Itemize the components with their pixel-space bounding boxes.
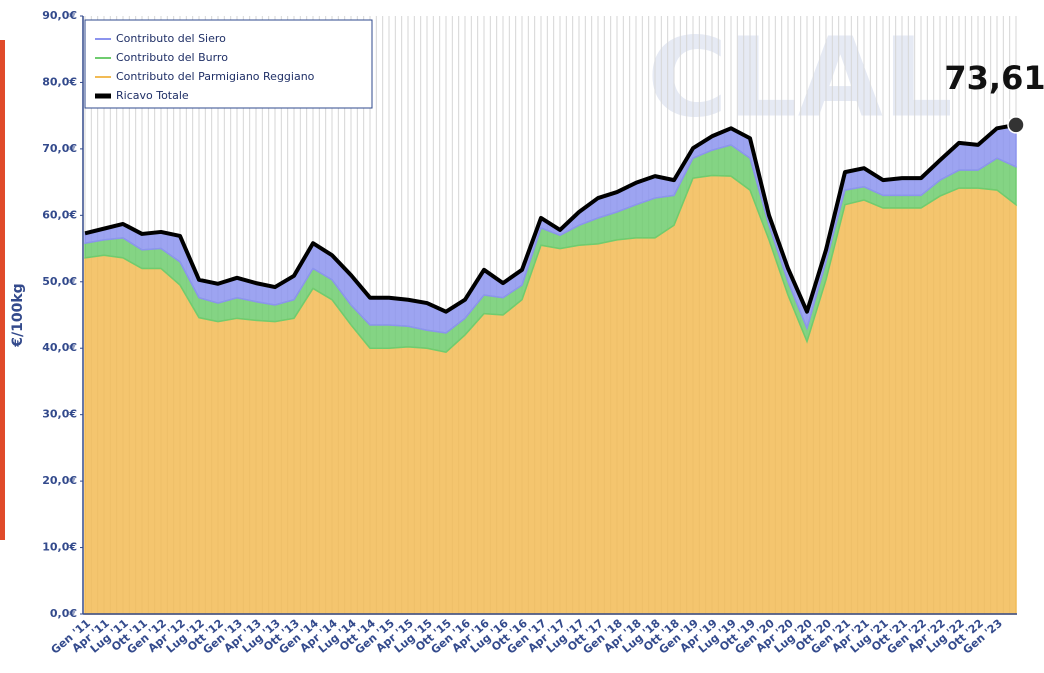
legend-label: Contributo del Parmigiano Reggiano — [116, 70, 315, 83]
y-tick-label: 80,0€ — [42, 75, 77, 88]
y-tick-label: 20,0€ — [42, 474, 77, 487]
legend: Contributo del Siero Contributo del Burro… — [84, 19, 373, 109]
total-line — [84, 122, 1017, 314]
legend-box — [84, 19, 373, 109]
legend-label: Contributo del Burro — [116, 51, 228, 64]
y-tick-label: 50,0€ — [42, 275, 77, 288]
legend-label: Ricavo Totale — [116, 89, 189, 102]
y-tick-label: 30,0€ — [42, 408, 77, 421]
y-tick-label: 0,0€ — [50, 607, 77, 620]
y-axis-label: €/100kg — [10, 283, 26, 347]
y-tick-label: 70,0€ — [42, 142, 77, 155]
y-tick-label: 40,0€ — [42, 341, 77, 354]
y-tick-label: 60,0€ — [42, 208, 77, 221]
edge-bar — [0, 40, 5, 540]
legend-label: Contributo del Siero — [116, 32, 226, 45]
y-tick-label: 90,0€ — [42, 9, 77, 22]
y-tick-label: 10,0€ — [42, 541, 77, 554]
end-point — [1007, 116, 1025, 134]
annotation: 73,61 — [944, 59, 1044, 97]
